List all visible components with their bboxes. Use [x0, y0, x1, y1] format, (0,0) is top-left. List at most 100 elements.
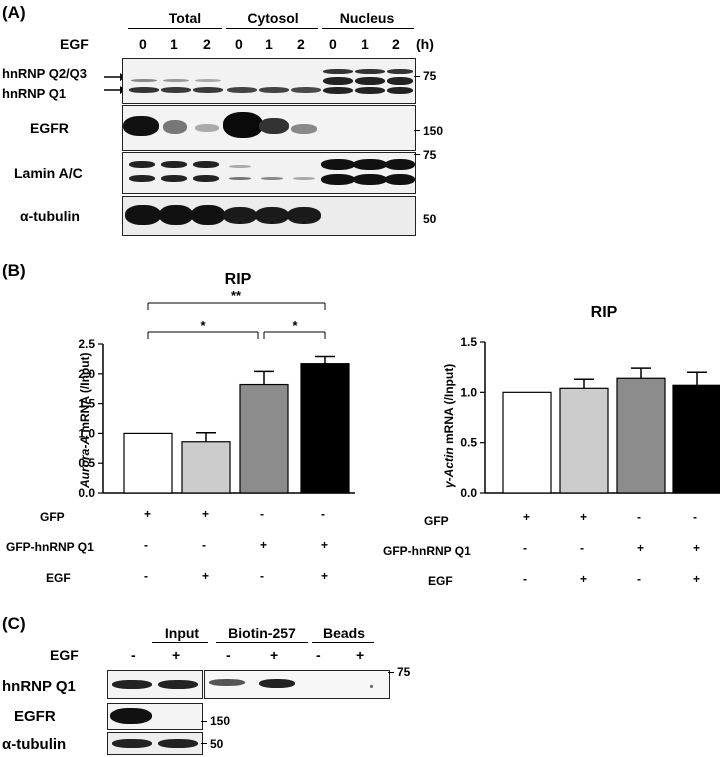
sign-c-4: -: [316, 647, 321, 663]
right-sign-0-0: +: [523, 510, 531, 524]
blot-c-pulldown-q1: [204, 670, 390, 699]
right-sign-1-3: +: [693, 541, 701, 555]
group-biotin-underline: [216, 642, 308, 643]
group-total: Total: [168, 10, 202, 26]
group-biotin: Biotin-257: [228, 625, 296, 641]
y-label-right: γ-Actin mRNA (/Input): [442, 363, 456, 488]
hnrnp-q1-label-c: hnRNP Q1: [2, 678, 76, 695]
blot-hnrnp-q: [122, 58, 416, 104]
time-2: 2: [203, 36, 211, 52]
egf-label-c: EGF: [50, 647, 79, 663]
time-7: 1: [361, 36, 369, 52]
hnrnp-q2q3-label: hnRNP Q2/Q3: [2, 66, 88, 81]
left-sign-0-1: +: [202, 507, 210, 521]
cond-right-egf: EGF: [428, 574, 453, 588]
left-sign-0-3: -: [321, 507, 325, 521]
sign-c-0: -: [131, 647, 136, 663]
tick-75-a2: [414, 154, 420, 155]
right-sign-2-3: +: [693, 572, 701, 586]
marker-150-a: 150: [423, 124, 444, 138]
chart-aurora-a: RIP ** * * 0.0 0.5 1.0 1.5 2.0 2.5: [78, 271, 355, 500]
tick-150-a: [414, 130, 420, 131]
time-5: 2: [297, 36, 305, 52]
right-sign-0-2: -: [637, 510, 641, 524]
group-cytosol: Cytosol: [247, 10, 299, 26]
tick-50-c: [201, 743, 207, 744]
time-4: 1: [265, 36, 273, 52]
left-ytick-label-2: 1.0: [78, 426, 95, 440]
group-total-underline: [128, 28, 222, 29]
marker-150-c: 150: [210, 714, 231, 728]
left-sign-2-2: -: [260, 569, 264, 583]
right-sign-2-1: +: [580, 572, 588, 586]
left-ytick-label-1: 0.5: [78, 456, 95, 470]
panel-c-label: (C): [2, 614, 26, 633]
blot-c-egfr: [107, 703, 203, 730]
egfr-label-a: EGFR: [30, 120, 69, 136]
y-label-left: Aurora-A mRNA (/Input): [78, 352, 92, 488]
group-beads-underline: [312, 642, 374, 643]
right-sign-2-2: -: [637, 572, 641, 586]
sign-c-3: +: [270, 647, 279, 663]
left-sign-0-0: +: [144, 507, 152, 521]
group-beads: Beads: [322, 625, 366, 641]
hnrnp-q1-label: hnRNP Q1: [2, 86, 67, 101]
blot-c-tubulin: [107, 732, 203, 755]
left-bar-0: [123, 432, 173, 494]
blot-lamin: [122, 152, 416, 194]
right-ytick-label-0: 0.0: [460, 486, 477, 500]
tick-75-c: [388, 672, 394, 673]
right-bar-0: [502, 391, 552, 494]
cond-right-gfp: GFP: [424, 514, 449, 528]
time-8: 2: [392, 36, 400, 52]
time-1: 1: [170, 36, 178, 52]
right-sign-0-1: +: [580, 510, 588, 524]
left-sign-1-2: +: [260, 538, 268, 552]
panel-b-label: (B): [2, 261, 26, 280]
right-sign-1-2: +: [637, 541, 645, 555]
left-bar-1: [181, 441, 231, 494]
sig-star-1: *: [200, 318, 206, 333]
left-sign-1-3: +: [321, 538, 329, 552]
group-nucleus: Nucleus: [339, 10, 395, 26]
time-unit: (h): [416, 36, 434, 52]
sign-c-1: +: [172, 647, 181, 663]
sign-c-5: +: [356, 647, 365, 663]
cond-left-gfp: GFP: [40, 510, 65, 524]
group-cytosol-underline: [226, 28, 318, 29]
time-3: 0: [235, 36, 243, 52]
group-input: Input: [164, 625, 200, 641]
left-ytick-label-3: 1.5: [78, 397, 95, 411]
panel-b-charts: RIP ** * * 0.0 0.5 1.0 1.5 2.0 2.5 RIP 0.0 0.5…: [78, 271, 720, 500]
left-ytick-label-5: 2.5: [78, 337, 95, 351]
chart-left-title: RIP: [225, 271, 252, 288]
panel-a-label: (A): [2, 3, 26, 22]
time-0: 0: [139, 36, 147, 52]
sign-c-2: -: [226, 647, 231, 663]
left-sign-1-0: -: [144, 538, 148, 552]
blot-egfr: [122, 105, 416, 151]
group-nucleus-underline: [322, 28, 414, 29]
time-6: 0: [329, 36, 337, 52]
right-ytick-label-3: 1.5: [460, 335, 477, 349]
right-sign-0-3: -: [693, 510, 697, 524]
cond-left-gfpq1: GFP-hnRNP Q1: [6, 540, 94, 554]
marker-50-a: 50: [423, 212, 437, 226]
right-bar-1: [559, 387, 609, 494]
marker-50-c: 50: [210, 737, 224, 751]
right-sign-1-1: -: [580, 541, 584, 555]
blot-c-input-q1: [107, 670, 203, 699]
right-bar-2: [616, 377, 666, 494]
tubulin-label-a: α-tubulin: [20, 208, 80, 224]
left-sign-0-2: -: [260, 507, 264, 521]
sig-star-2: *: [292, 318, 298, 333]
left-sign-2-1: +: [202, 569, 210, 583]
left-sign-2-0: -: [144, 569, 148, 583]
lamin-label: Lamin A/C: [14, 165, 83, 181]
marker-75-c: 75: [397, 665, 411, 679]
egf-label-a: EGF: [60, 36, 89, 52]
right-sign-2-0: -: [523, 572, 527, 586]
right-ytick-label-1: 0.5: [460, 436, 477, 450]
cond-left-egf: EGF: [46, 571, 71, 585]
left-ytick-label-0: 0.0: [78, 486, 95, 500]
